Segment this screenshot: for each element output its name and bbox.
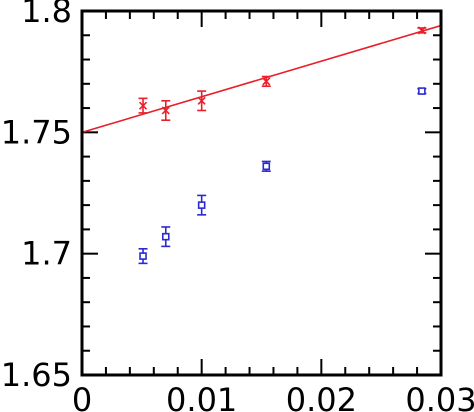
square-data-point xyxy=(138,248,148,265)
cross-data-point xyxy=(197,90,207,112)
x-tick-label: 0.02 xyxy=(286,381,357,412)
square-marker xyxy=(418,87,426,95)
cross-data-point xyxy=(161,99,171,121)
y-tick-label: 1.7 xyxy=(21,235,72,273)
fit-line-group xyxy=(81,24,442,134)
axis-ticks xyxy=(81,10,442,376)
cross-data-point xyxy=(138,97,148,114)
cross-marker xyxy=(262,77,271,86)
square-marker xyxy=(262,162,271,171)
square-marker xyxy=(197,201,206,209)
data-marks xyxy=(138,26,427,265)
square-data-point xyxy=(261,160,271,172)
square-data-point xyxy=(161,226,171,248)
y-tick-label: 1.65 xyxy=(1,356,72,394)
x-tick-label: 0.01 xyxy=(166,381,237,412)
cross-marker xyxy=(197,96,206,105)
plot-frame xyxy=(80,9,443,377)
square-data-point xyxy=(197,194,207,216)
cross-marker xyxy=(417,26,426,35)
fit-line xyxy=(81,24,442,134)
cross-marker xyxy=(161,106,170,115)
cross-data-point xyxy=(417,26,427,35)
square-marker xyxy=(139,252,147,260)
x-tick-label: 0.03 xyxy=(405,381,474,412)
cross-data-point xyxy=(261,75,271,88)
x-tick-label: 0 xyxy=(72,381,92,412)
square-data-point xyxy=(417,87,427,95)
square-marker xyxy=(161,232,170,241)
cross-marker xyxy=(138,101,148,110)
y-tick-label: 1.8 xyxy=(21,0,72,30)
y-tick-label: 1.75 xyxy=(1,113,72,151)
